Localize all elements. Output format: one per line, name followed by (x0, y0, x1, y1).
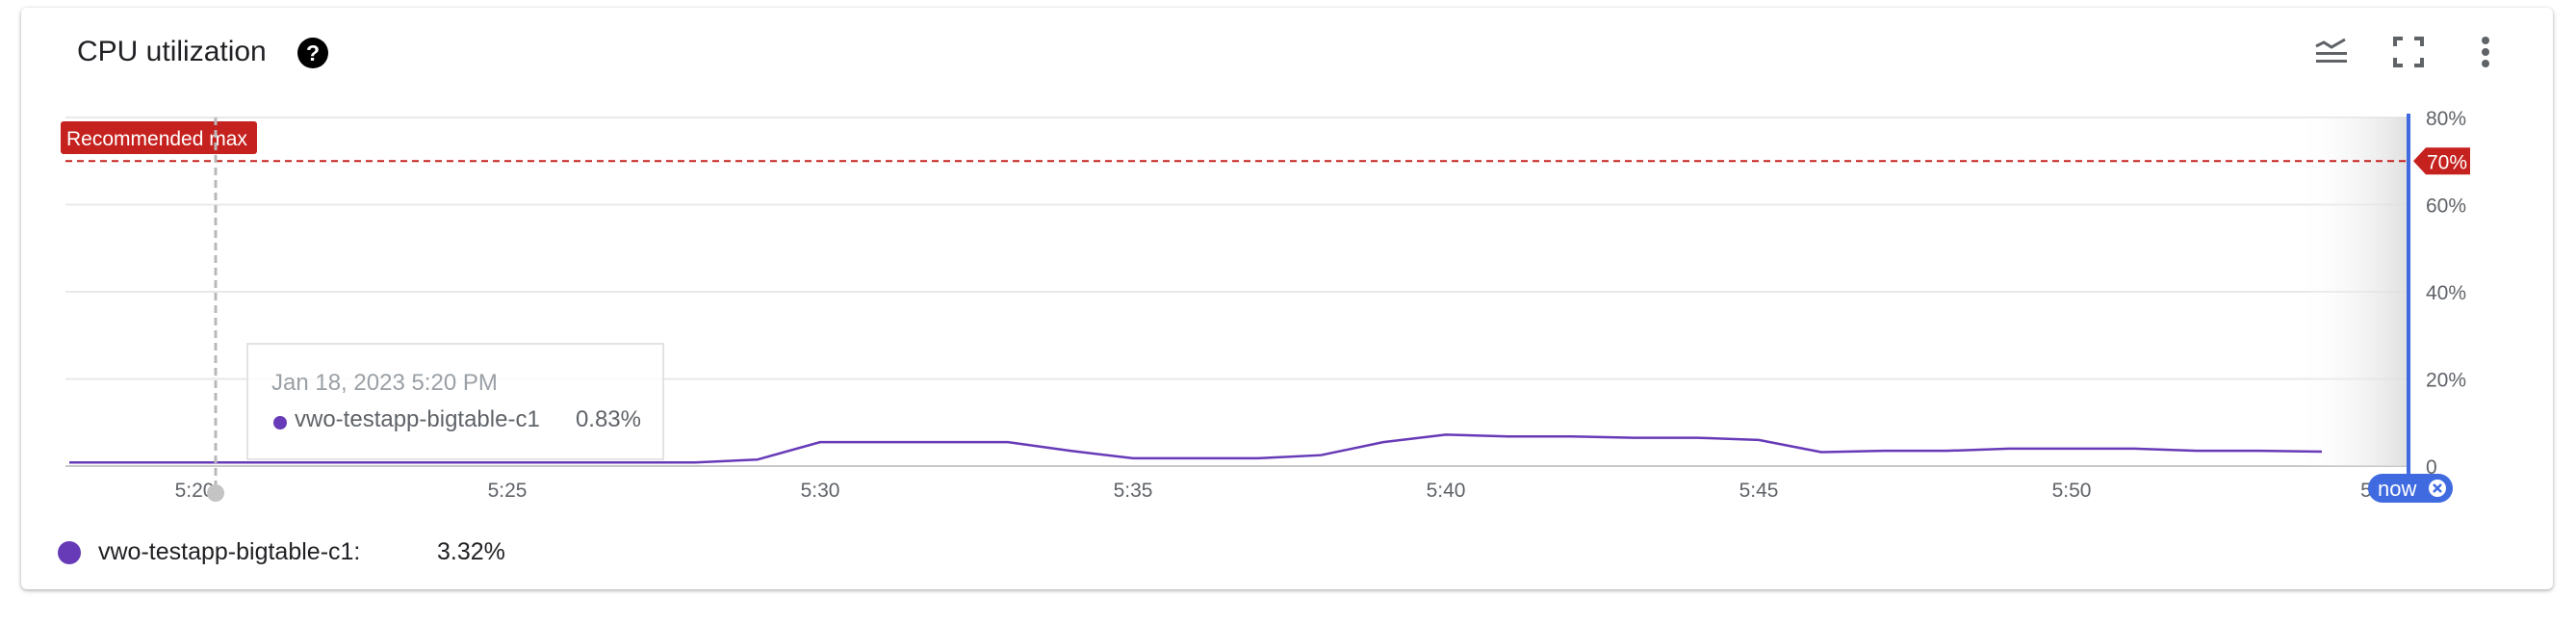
y-tick-label: 80% (2426, 108, 2466, 130)
now-chip[interactable]: now (2368, 474, 2453, 503)
x-tick-label: 5:50 (2052, 480, 2092, 502)
y-tick-label: 20% (2426, 370, 2466, 392)
more-vert-icon[interactable] (2466, 33, 2505, 71)
legend-series-name: vwo-testapp-bigtable-c1: (98, 538, 361, 565)
y-tick-label: 0 (2426, 456, 2437, 479)
legend-series-dot (58, 541, 81, 564)
x-tick-label: 5:45 (1739, 480, 1779, 502)
cpu-utilization-chart[interactable]: Recommended max 70% 0 20% 40% 60% 80% 5:20 5:25… (0, 0, 2576, 539)
y-tick-label: 60% (2426, 195, 2466, 218)
fullscreen-icon[interactable] (2389, 33, 2428, 71)
x-tick-label: 5:20 (175, 480, 215, 502)
close-x-icon (2433, 483, 2442, 493)
now-chip-bg (2368, 474, 2453, 503)
x-tick-label: 5 (2360, 480, 2372, 502)
legend-toggle-icon[interactable] (2312, 33, 2351, 71)
now-chip-label: now (2378, 477, 2416, 501)
future-shade (2295, 117, 2409, 466)
hover-cursor-handle (207, 484, 224, 502)
legend-series-value: 3.32% (437, 538, 505, 565)
tooltip-date: Jan 18, 2023 5:20 PM (271, 370, 498, 396)
threshold-label-bg (61, 121, 257, 154)
threshold-value-label: 70% (2427, 151, 2467, 173)
x-tick-label: 5:25 (488, 480, 528, 502)
tooltip-series-name: vwo-testapp-bigtable-c1 (295, 406, 540, 432)
chart-title: CPU utilization (77, 36, 267, 67)
help-circle-icon[interactable]: ? (296, 37, 329, 69)
tooltip-series-value: 0.83% (575, 406, 641, 432)
threshold-value-flag (2413, 147, 2470, 175)
threshold-label: Recommended max (66, 128, 247, 150)
series-line (69, 433, 2323, 464)
svg-text:?: ? (306, 40, 320, 65)
tooltip-series-dot (273, 416, 287, 429)
x-tick-label: 5:30 (801, 480, 840, 502)
y-tick-label: 40% (2426, 282, 2466, 304)
x-tick-label: 5:35 (1114, 480, 1153, 502)
hover-tooltip: Jan 18, 2023 5:20 PM vwo-testapp-bigtabl… (246, 343, 664, 460)
cpu-utilization-card (21, 8, 2553, 589)
x-tick-label: 5:40 (1427, 480, 1466, 502)
